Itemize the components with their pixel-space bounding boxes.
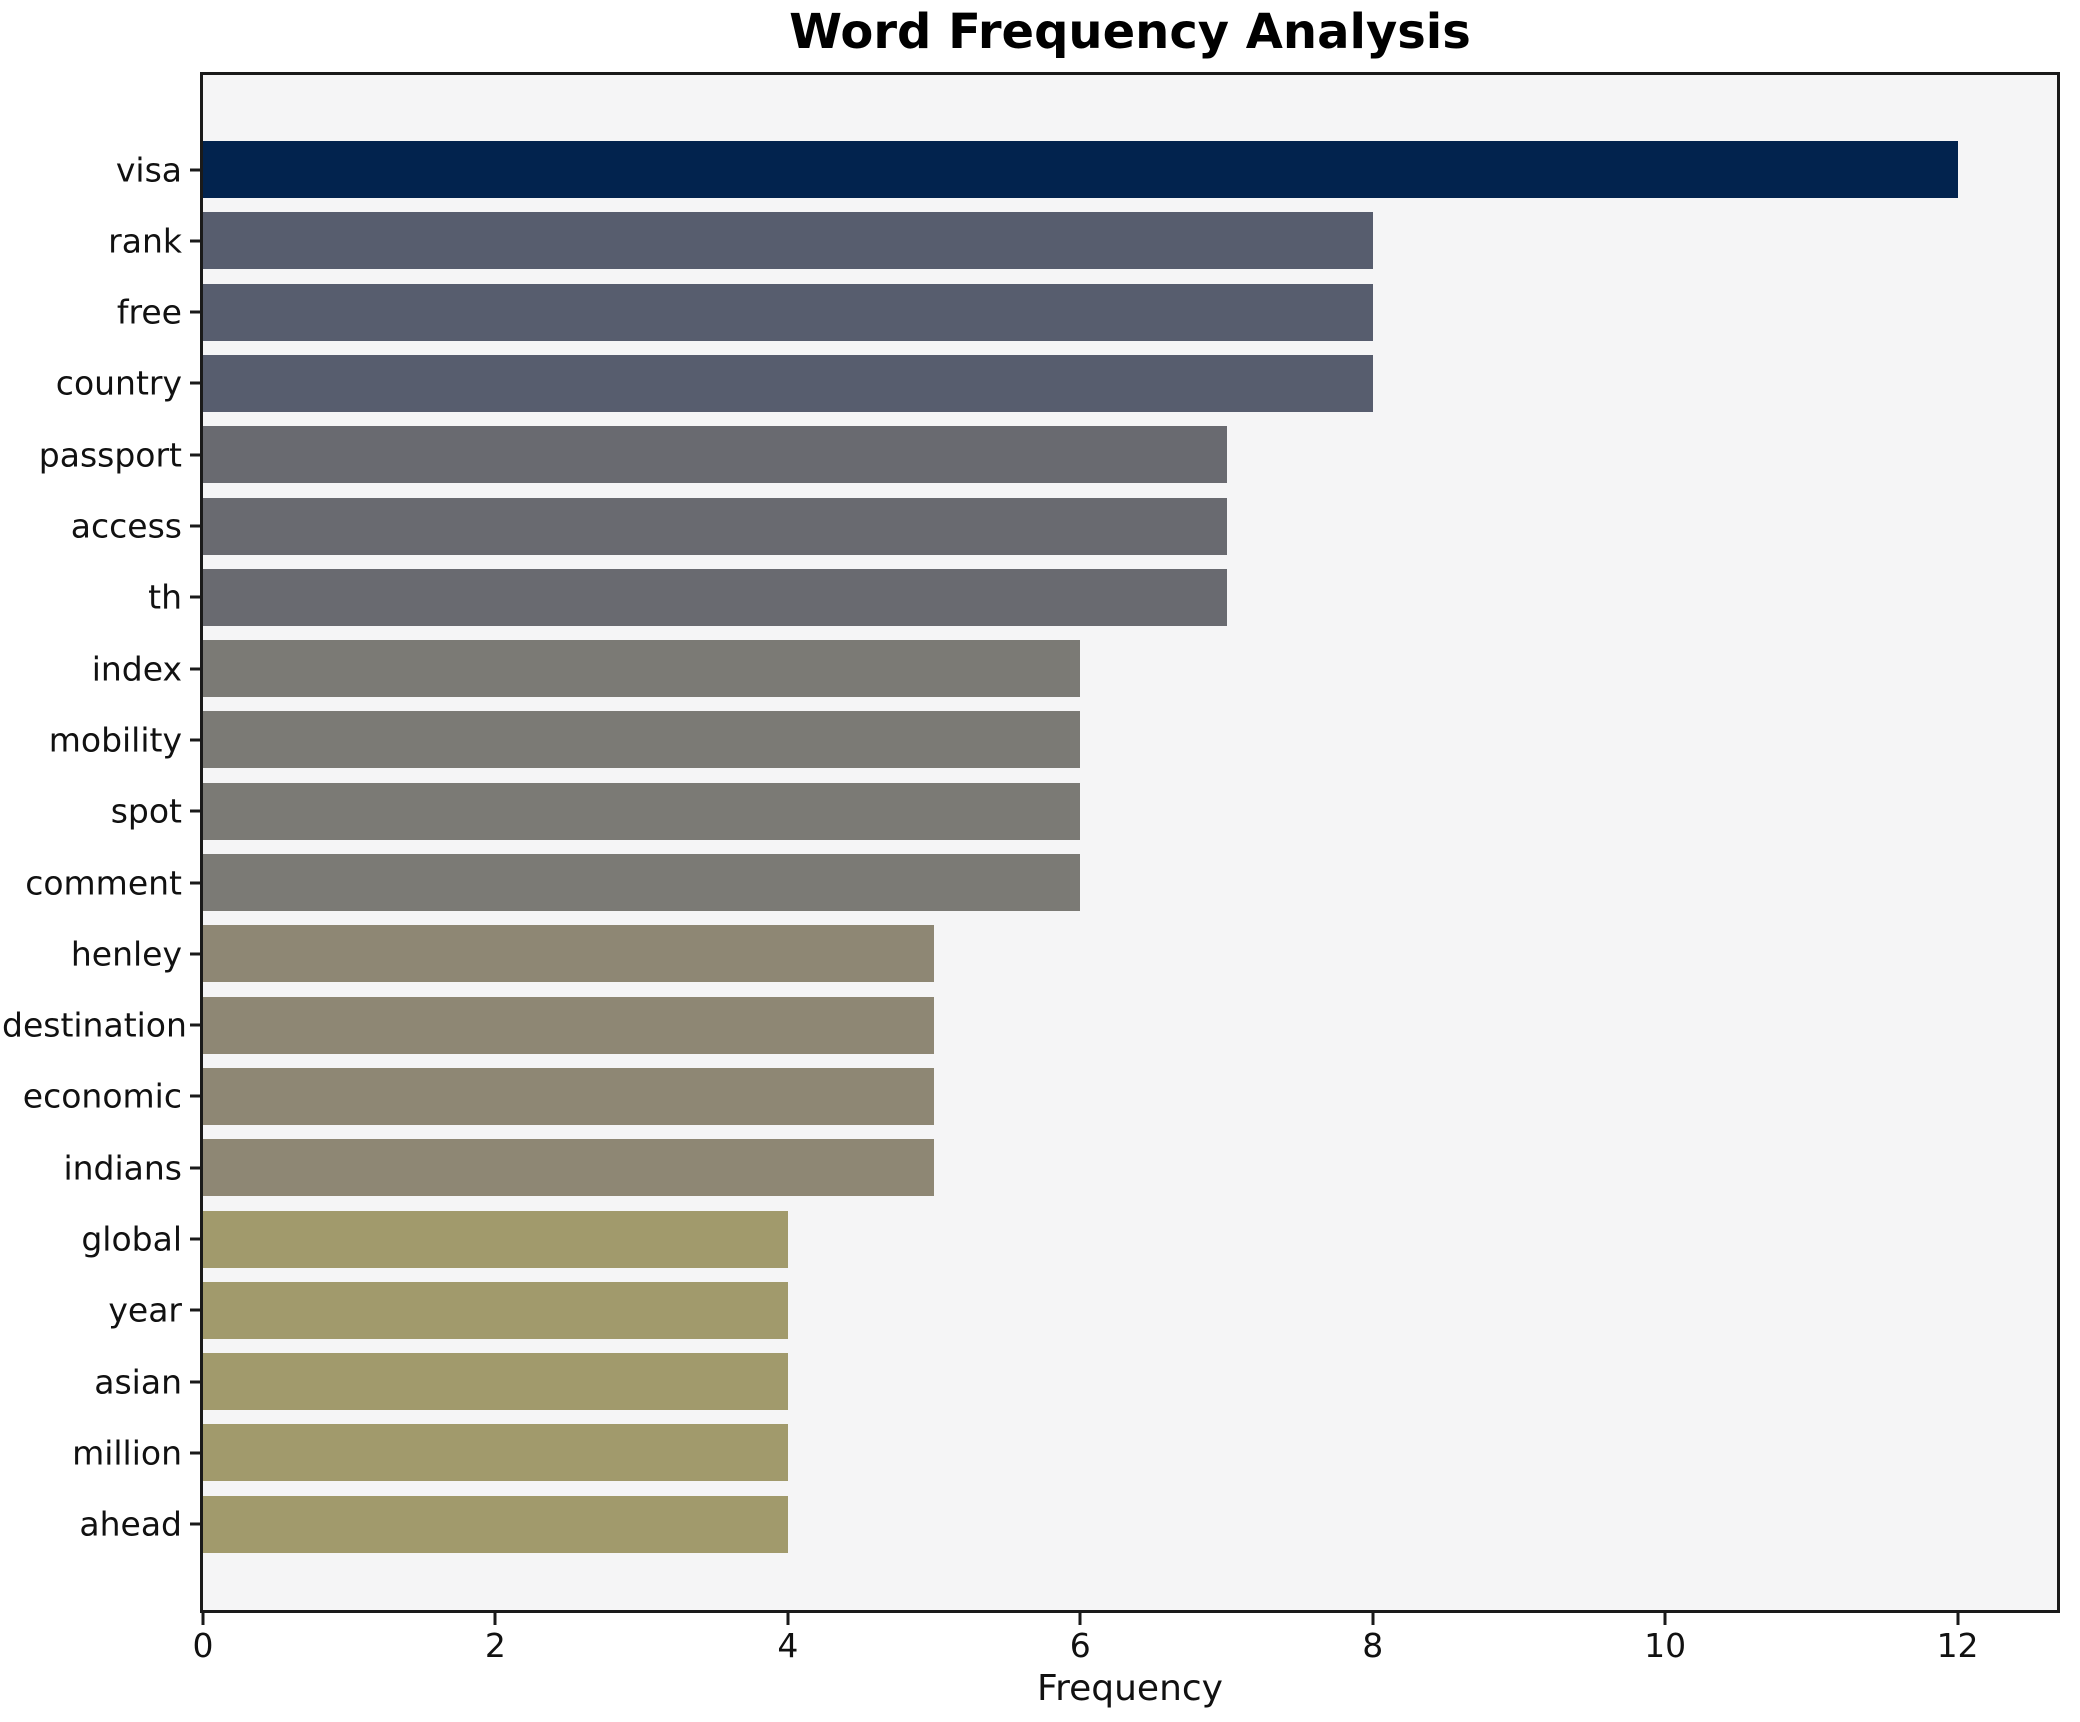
bar-ahead xyxy=(203,1495,788,1553)
bar-access xyxy=(203,497,1227,555)
bar-year xyxy=(203,1281,788,1339)
chart-title: Word Frequency Analysis xyxy=(789,4,1471,60)
y-tick-country xyxy=(190,381,200,385)
bar-visa xyxy=(203,141,1958,198)
bar-index xyxy=(203,640,1081,698)
y-tick-henley xyxy=(190,952,200,956)
x-tick-label-0: 0 xyxy=(192,1626,214,1665)
y-tick-year xyxy=(190,1308,200,1312)
y-tick-global xyxy=(190,1237,200,1241)
y-tick-label-million: million xyxy=(72,1433,182,1473)
y-tick-economic xyxy=(190,1094,200,1098)
y-tick-th xyxy=(190,595,200,599)
x-tick-label-12: 12 xyxy=(1936,1626,1979,1665)
y-tick-label-mobility: mobility xyxy=(48,720,182,760)
y-tick-spot xyxy=(190,809,200,813)
y-tick-label-economic: economic xyxy=(22,1076,182,1116)
x-tick-label-6: 6 xyxy=(1069,1626,1091,1665)
y-tick-label-comment: comment xyxy=(25,863,182,902)
bar-spot xyxy=(203,782,1081,840)
bar-million xyxy=(203,1424,788,1482)
bar-rank xyxy=(203,212,1373,270)
y-tick-label-index: index xyxy=(91,649,182,689)
bar-global xyxy=(203,1210,788,1268)
y-tick-label-visa: visa xyxy=(115,150,182,189)
bar-henley xyxy=(203,925,935,983)
x-tick-8 xyxy=(1371,1613,1375,1625)
bar-economic xyxy=(203,1067,935,1125)
y-tick-label-global: global xyxy=(81,1219,182,1259)
x-tick-label-2: 2 xyxy=(484,1626,506,1665)
y-tick-label-country: country xyxy=(55,363,182,403)
bar-destination xyxy=(203,996,935,1054)
y-tick-label-th: th xyxy=(148,577,182,617)
x-tick-0 xyxy=(201,1613,205,1625)
y-tick-label-year: year xyxy=(108,1290,182,1330)
x-tick-label-8: 8 xyxy=(1362,1626,1384,1665)
y-tick-label-access: access xyxy=(70,506,182,546)
x-tick-2 xyxy=(493,1613,497,1625)
x-tick-10 xyxy=(1663,1613,1667,1625)
y-tick-label-ahead: ahead xyxy=(79,1504,182,1544)
bar-th xyxy=(203,568,1227,626)
x-tick-label-4: 4 xyxy=(777,1626,799,1665)
y-tick-label-asian: asian xyxy=(94,1362,182,1402)
y-tick-free xyxy=(190,310,200,314)
y-tick-label-rank: rank xyxy=(108,221,182,261)
x-tick-12 xyxy=(1956,1613,1960,1625)
y-tick-passport xyxy=(190,453,200,457)
y-tick-label-henley: henley xyxy=(70,934,182,974)
y-tick-ahead xyxy=(190,1522,200,1526)
x-tick-6 xyxy=(1078,1613,1082,1625)
y-tick-visa xyxy=(190,168,200,171)
bar-free xyxy=(203,283,1373,341)
bar-asian xyxy=(203,1353,788,1411)
bar-indians xyxy=(203,1139,935,1197)
y-tick-comment xyxy=(190,881,200,884)
y-tick-label-spot: spot xyxy=(110,791,182,831)
x-axis-label: Frequency xyxy=(1037,1668,1223,1709)
bar-passport xyxy=(203,426,1227,484)
bar-country xyxy=(203,354,1373,412)
y-tick-label-free: free xyxy=(116,292,182,332)
y-tick-access xyxy=(190,524,200,528)
y-tick-destination xyxy=(190,1023,200,1027)
y-tick-million xyxy=(190,1451,200,1455)
y-tick-label-passport: passport xyxy=(38,435,182,475)
plot-area xyxy=(200,72,2060,1613)
y-tick-label-indians: indians xyxy=(63,1148,182,1188)
bar-comment xyxy=(203,854,1081,911)
bar-mobility xyxy=(203,711,1081,769)
y-tick-asian xyxy=(190,1380,200,1384)
y-tick-indians xyxy=(190,1166,200,1170)
y-tick-index xyxy=(190,667,200,671)
y-tick-label-destination: destination xyxy=(2,1005,187,1045)
x-tick-label-10: 10 xyxy=(1644,1626,1687,1665)
y-tick-rank xyxy=(190,239,200,243)
y-tick-mobility xyxy=(190,738,200,742)
x-tick-4 xyxy=(786,1613,790,1625)
